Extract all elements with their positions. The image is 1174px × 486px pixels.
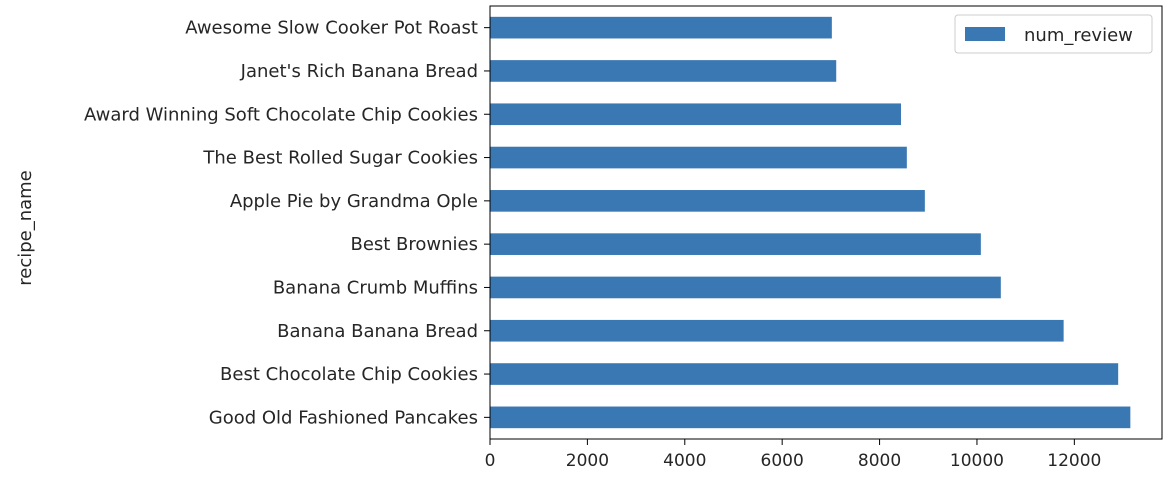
legend-label: num_review [1024, 25, 1133, 46]
y-axis-title: recipe_name [15, 170, 36, 286]
category-labels: Awesome Slow Cooker Pot Roast Janet's Ric… [84, 18, 478, 429]
x-tick-label: 12000 [1047, 451, 1101, 471]
category-label: Best Brownies [350, 234, 478, 255]
bar [490, 276, 1001, 299]
x-tick-label: 8000 [858, 451, 901, 471]
bar [490, 190, 925, 212]
bars-layer [490, 16, 1131, 429]
legend-swatch [965, 27, 1005, 41]
category-label: Awesome Slow Cooker Pot Roast [185, 18, 478, 39]
plot-frame [489, 5, 1163, 440]
bar [490, 60, 837, 82]
category-label: Good Old Fashioned Pancakes [209, 407, 478, 428]
category-label: Best Chocolate Chip Cookies [220, 364, 478, 385]
legend: num_review [954, 14, 1153, 54]
y-axis-ticks [484, 27, 490, 418]
bar [490, 146, 907, 169]
bar [490, 406, 1131, 429]
bar [490, 363, 1119, 385]
category-label: Janet's Rich Banana Bread [240, 61, 478, 82]
category-label: Apple Pie by Grandma Ople [230, 191, 478, 212]
bar [490, 16, 832, 39]
x-tick-label: 10000 [950, 451, 1004, 471]
x-tick-label: 6000 [761, 451, 804, 471]
category-label: Banana Banana Bread [277, 321, 478, 342]
category-label: The Best Rolled Sugar Cookies [202, 148, 478, 169]
x-tick-label: 2000 [566, 451, 609, 471]
x-tick-label: 4000 [663, 451, 706, 471]
bar [490, 233, 981, 255]
x-tick-label: 0 [485, 451, 496, 471]
bar [490, 319, 1064, 342]
bar [490, 103, 901, 126]
x-axis-ticks: 0 2000 4000 6000 8000 10000 12000 [485, 439, 1101, 471]
category-label: Award Winning Soft Chocolate Chip Cookie… [84, 104, 478, 125]
legend-box [954, 14, 1153, 54]
category-label: Banana Crumb Muffins [273, 277, 478, 298]
